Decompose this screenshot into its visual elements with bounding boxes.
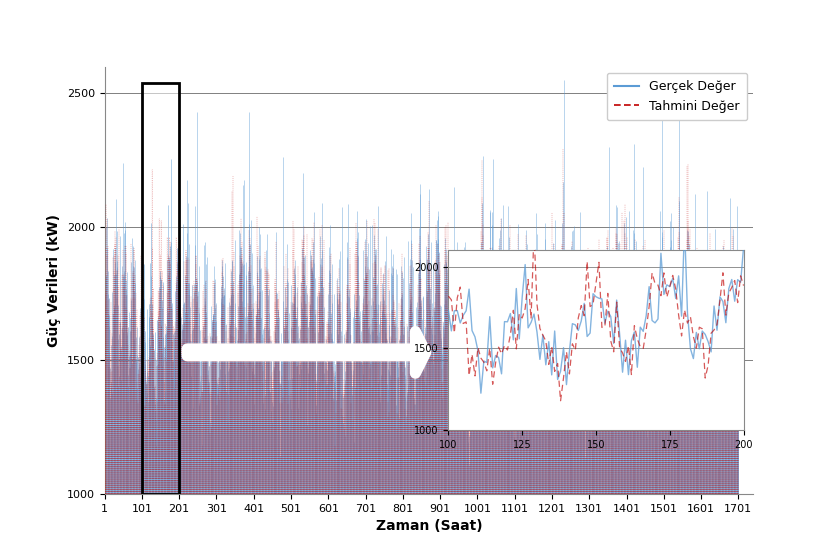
Bar	[142, 83, 179, 494]
Y-axis label: Güç Verileri (kW): Güç Verileri (kW)	[47, 214, 61, 347]
Legend: Gerçek Değer, Tahmini Değer: Gerçek Değer, Tahmini Değer	[606, 73, 747, 120]
Bar	[142, 83, 179, 494]
X-axis label: Zaman (Saat): Zaman (Saat)	[375, 519, 482, 533]
